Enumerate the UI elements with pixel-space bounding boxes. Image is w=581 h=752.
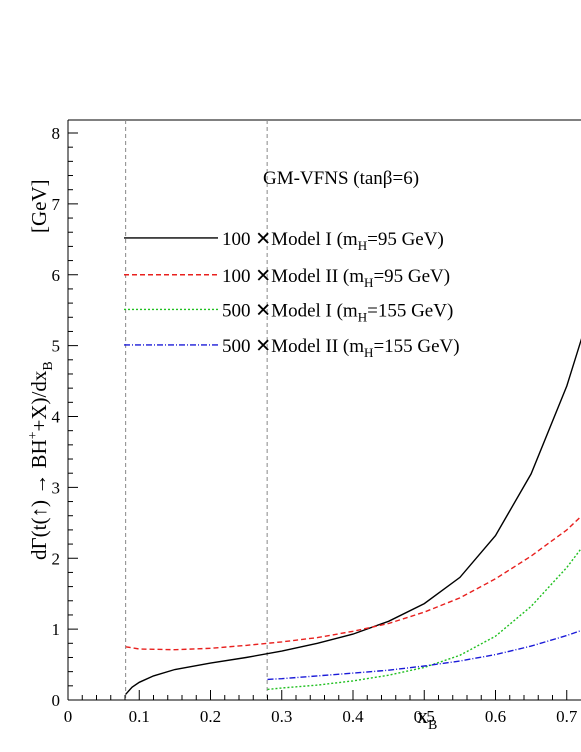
y-tick-label: 2 — [52, 549, 61, 568]
x-tick-label: 0.1 — [129, 707, 150, 726]
y-axis-label-a: dΓ(t( — [27, 518, 51, 560]
x-tick-label: 0.7 — [556, 707, 578, 726]
legend: 100 ✕Model I (mH=95 GeV)100 ✕Model II (m… — [124, 229, 460, 360]
x-axis-label-main: x — [417, 703, 428, 728]
y-axis: 0 1 2 3 4 5 6 7 8 — [52, 124, 78, 710]
legend-entry-text: 500 ✕Model II (m — [222, 336, 364, 357]
legend-entry-tail: =155 GeV) — [373, 336, 459, 357]
legend-entry-sub: H — [358, 309, 367, 324]
y-axis-label-sup: + — [26, 431, 41, 439]
x-axis: 0 0.1 0.2 0.3 0.4 0.5 0.6 0.7 — [64, 690, 578, 726]
plot-area — [67, 119, 581, 701]
legend-entry-0: 100 ✕Model I (mH=95 GeV) — [222, 229, 444, 253]
legend-entry-text: 500 ✕Model I (m — [222, 300, 358, 321]
legend-entry-sub: H — [364, 345, 373, 360]
x-tick-label: 0.5 — [414, 707, 435, 726]
y-tick-label: 4 — [52, 408, 61, 427]
y-tick-label: 5 — [52, 337, 61, 356]
legend-entry-tail: =95 GeV) — [373, 266, 450, 287]
y-axis-unit: [GeV] — [27, 179, 51, 233]
y-axis-unit-text: [GeV] — [27, 179, 51, 233]
y-tick-label: 0 — [52, 691, 61, 710]
legend-entry-sub: H — [364, 275, 373, 290]
series-line-2 — [267, 547, 581, 691]
y-tick-label: 6 — [52, 266, 61, 285]
legend-entry-text: 100 ✕Model II (m — [222, 266, 364, 287]
y-axis-label-text: dΓ(t(↑) → BH++X)/dxB — [26, 361, 56, 560]
series-line-3 — [267, 629, 581, 681]
x-tick-label: 0.3 — [271, 707, 292, 726]
legend-entry-3: 500 ✕Model II (mH=155 GeV) — [222, 336, 460, 360]
series-layer — [125, 338, 581, 695]
y-axis-label-d: +X)/dx — [27, 370, 51, 431]
legend-entry-tail: =155 GeV) — [367, 300, 453, 321]
legend-entry-2: 500 ✕Model I (mH=155 GeV) — [222, 300, 453, 324]
series-line-0 — [125, 338, 581, 695]
y-tick-label: 8 — [52, 124, 61, 143]
y-tick-label: 7 — [52, 195, 61, 214]
legend-entry-1: 100 ✕Model II (mH=95 GeV) — [222, 266, 450, 290]
x-axis-label-sub: B — [428, 718, 437, 733]
x-axis-label: xB — [417, 703, 437, 733]
series-line-1 — [125, 515, 581, 651]
x-tick-label: 0.4 — [342, 707, 364, 726]
chart-annotation: GM-VFNS (tanβ=6) — [263, 168, 419, 189]
x-tick-label: 0 — [64, 707, 73, 726]
x-tick-label: 0.6 — [485, 707, 506, 726]
reference-lines — [125, 120, 268, 700]
y-tick-label: 3 — [52, 478, 61, 497]
y-axis-label: dΓ(t(↑) → BH++X)/dxB — [26, 361, 56, 560]
legend-entry-tail: =95 GeV) — [367, 229, 444, 250]
legend-entry-text: 100 ✕Model I (m — [222, 229, 358, 250]
y-tick-label: 1 — [52, 620, 61, 639]
y-axis-label-b: ) → BH — [27, 439, 51, 507]
y-axis-label-sub: B — [41, 361, 56, 370]
up-arrow-icon: ↑ — [27, 507, 51, 518]
legend-entry-sub: H — [358, 238, 367, 253]
x-tick-label: 0.2 — [200, 707, 221, 726]
